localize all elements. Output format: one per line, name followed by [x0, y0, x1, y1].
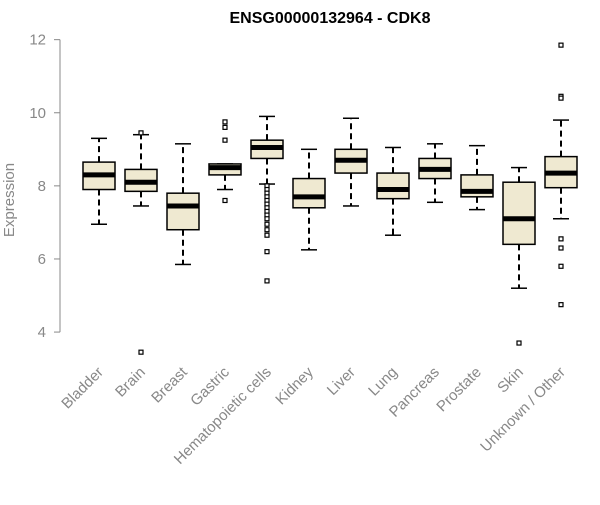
box-series: [82, 42, 578, 355]
box-iqr: [376, 172, 410, 200]
box-group-liver: [334, 117, 368, 207]
outlier-point: [264, 249, 270, 255]
box-group-breast: [166, 143, 200, 266]
chart-title: ENSG00000132964 - CDK8: [229, 10, 430, 27]
outlier-point: [516, 340, 522, 346]
y-tick-label: 6: [38, 251, 46, 268]
outlier-point: [222, 119, 228, 125]
outlier-point: [264, 227, 270, 233]
x-tick-label: Skin: [494, 364, 527, 397]
outlier-point: [138, 349, 144, 355]
outlier-point: [222, 124, 228, 130]
outlier-point: [558, 42, 564, 48]
outlier-point: [558, 245, 564, 251]
y-tick-label: 4: [38, 324, 46, 341]
y-tick-label: 12: [29, 32, 46, 49]
box-group-skin: [502, 166, 536, 346]
box-group-gastric: [208, 119, 242, 204]
box-group-bladder: [82, 137, 116, 225]
box-group-prostate: [460, 144, 494, 211]
outlier-point: [264, 216, 270, 222]
outlier-point: [138, 130, 144, 136]
y-tick-label: 8: [38, 178, 46, 195]
outlier-point: [264, 221, 270, 227]
y-tick-label: 10: [29, 105, 46, 122]
box-group-kidney: [292, 148, 326, 251]
outlier-point: [222, 137, 228, 143]
outlier-point: [558, 95, 564, 101]
outlier-point: [222, 197, 228, 204]
y-axis: 4 6 8 10 12: [29, 32, 61, 341]
outlier-point: [264, 278, 270, 284]
x-tick-label: Liver: [324, 364, 359, 399]
x-tick-label: Brain: [112, 364, 149, 401]
x-tick-label: Prostate: [433, 364, 485, 416]
box-group-pancreas: [418, 143, 452, 204]
x-tick-label: Kidney: [272, 363, 317, 408]
y-axis-label: Expression: [1, 163, 18, 237]
box-group-lung: [376, 146, 410, 236]
box-iqr: [292, 177, 326, 209]
x-tick-label: Bladder: [58, 364, 107, 413]
box-iqr: [166, 192, 200, 231]
box-group-hematopoietic-cells: [250, 115, 284, 284]
x-tick-label: Breast: [148, 363, 191, 406]
outlier-point: [558, 236, 564, 242]
outlier-point: [558, 263, 564, 269]
outlier-point: [264, 232, 270, 238]
x-tick-label: Lung: [365, 364, 401, 400]
box-iqr: [502, 181, 536, 246]
outlier-point: [558, 302, 564, 308]
box-group-unknown-other: [544, 42, 578, 308]
box-group-brain: [124, 130, 158, 355]
